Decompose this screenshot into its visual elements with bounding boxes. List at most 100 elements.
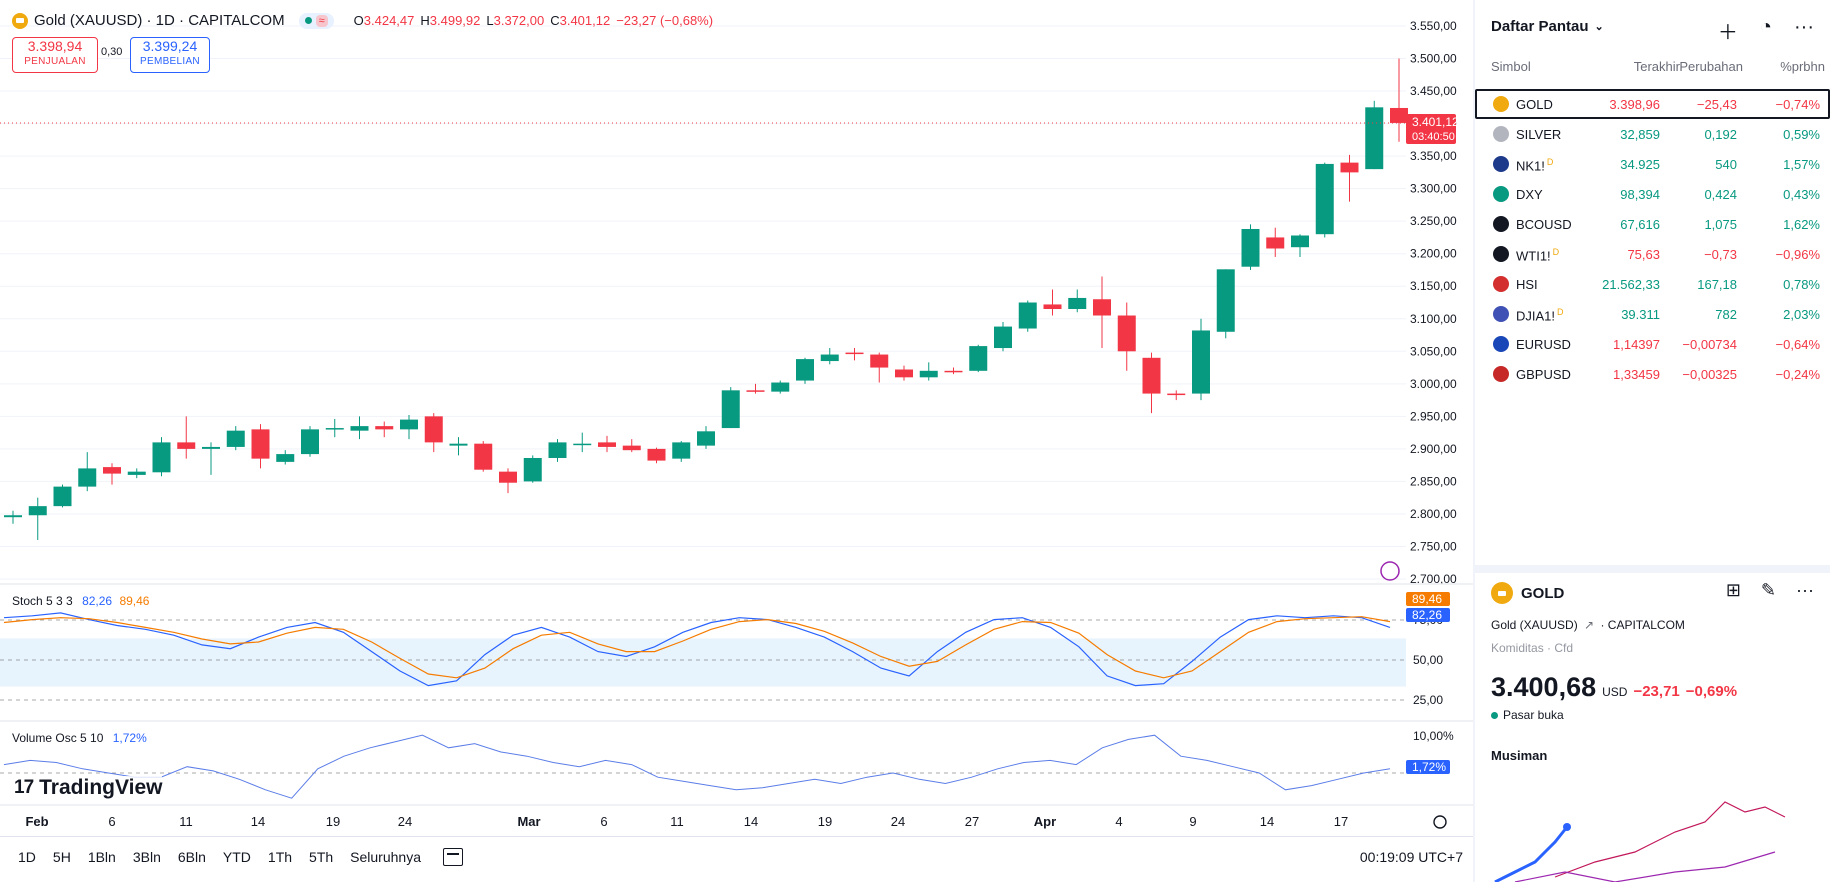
- watchlist-change-pct: 0,78%: [1783, 277, 1820, 292]
- symbol-title[interactable]: Gold (XAUUSD) · 1D · CAPITALCOM: [34, 12, 285, 29]
- detail-name[interactable]: Gold (XAUUSD): [1491, 618, 1578, 632]
- price-tick-label: 3.200,00: [1410, 247, 1457, 261]
- candle-body: [325, 428, 344, 430]
- sell-price: 3.398,94: [27, 38, 83, 54]
- tradingview-mark-icon: 17: [14, 777, 34, 798]
- range-button-5h[interactable]: 5H: [52, 849, 71, 865]
- seasonal-line-prev: [1554, 801, 1786, 878]
- candle-body: [895, 369, 913, 378]
- ohlc-readout: O3.424,47 H3.499,92 L3.372,00 C3.401,12 −23,…: [354, 13, 719, 28]
- time-tick-label: 19: [326, 814, 340, 829]
- watchlist-row-bcousd[interactable]: BCOUSD 67,616 1,075 1,62%: [1475, 209, 1830, 239]
- more-icon[interactable]: ···: [1796, 580, 1814, 600]
- seasonal-chart[interactable]: [1475, 782, 1830, 882]
- watchlist-row-dxy[interactable]: DXY 98,394 0,424 0,43%: [1475, 179, 1830, 209]
- watchlist-change: 0,192: [1704, 127, 1737, 142]
- candle-body: [449, 443, 468, 446]
- watchlist-change-pct: 1,62%: [1783, 217, 1820, 232]
- range-button-1d[interactable]: 1D: [18, 849, 36, 865]
- range-button-ytd[interactable]: YTD: [222, 849, 251, 865]
- market-open-dot-icon: [1491, 711, 1498, 719]
- watchlist-row-djia1[interactable]: DJIA1! D 39.311 782 2,03%: [1475, 299, 1830, 329]
- candle-body: [1093, 299, 1111, 316]
- time-tick-label: 6: [108, 814, 115, 829]
- watchlist-row-wti1[interactable]: WTI1! D 75,63 −0,73 −0,96%: [1475, 239, 1830, 269]
- panel-divider[interactable]: [1475, 565, 1830, 573]
- watchlist-last: 1,33459: [1613, 367, 1660, 382]
- candle-body: [573, 443, 592, 446]
- watchlist-column-terakhir[interactable]: Terakhir: [1633, 59, 1680, 74]
- price-tick-label: 3.550,00: [1410, 19, 1457, 33]
- volume-osc-legend[interactable]: Volume Osc 5 10 1,72%: [12, 731, 147, 745]
- axis-settings-icon: [1433, 815, 1447, 829]
- market-status-pill[interactable]: ≈: [298, 12, 334, 29]
- price-tick-label: 2.950,00: [1410, 409, 1457, 423]
- watchlist-column-perubahan[interactable]: Perubahan: [1679, 59, 1743, 74]
- detail-symbol[interactable]: GOLD: [1521, 584, 1565, 602]
- symbol-logo-icon: [1493, 126, 1509, 142]
- watchlist-last: 67,616: [1620, 217, 1660, 232]
- delayed-badge: D: [1552, 247, 1560, 257]
- candle-body: [647, 448, 666, 461]
- stoch-legend[interactable]: Stoch 5 3 3 82,26 89,46: [12, 594, 149, 608]
- range-button-3bln[interactable]: 3Bln: [132, 849, 161, 865]
- sell-button[interactable]: 3.398,94 PENJUALAN: [12, 37, 98, 73]
- time-tick-label: 11: [179, 814, 193, 829]
- seasonal-current-point: [1563, 823, 1571, 831]
- watchlist-rows: GOLD 3.398,96 −25,43 −0,74% SILVER 32,859 0,19…: [1475, 89, 1830, 389]
- candle-body: [1241, 228, 1260, 267]
- range-button-6bln[interactable]: 6Bln: [177, 849, 206, 865]
- ohlc-value: 3.372,00: [493, 13, 545, 28]
- grid-icon[interactable]: ⊞: [1725, 580, 1741, 600]
- range-button-1bln[interactable]: 1Bln: [87, 849, 116, 865]
- price-tick-label: 2.900,00: [1410, 442, 1457, 456]
- watchlist-column-simbol[interactable]: Simbol: [1491, 59, 1531, 74]
- chart-pane[interactable]: 3.550,003.500,003.450,003.400,003.350,00…: [0, 0, 1473, 882]
- seasonal-title[interactable]: Musiman: [1491, 748, 1548, 763]
- candle-body: [350, 426, 369, 431]
- external-link-icon[interactable]: ↗: [1584, 618, 1595, 632]
- range-button-1th[interactable]: 1Th: [267, 849, 293, 865]
- buy-button[interactable]: 3.399,24 PEMBELIAN: [130, 37, 210, 73]
- detail-status-text: Pasar buka: [1503, 708, 1564, 722]
- watchlist-row-eurusd[interactable]: EURUSD 1,14397 −0,00734 −0,64%: [1475, 329, 1830, 359]
- buy-price: 3.399,24: [142, 38, 198, 54]
- candle-body: [994, 326, 1012, 349]
- watchlist-row-nk1[interactable]: NK1! D 34.925 540 1,57%: [1475, 149, 1830, 179]
- watchlist-title[interactable]: Daftar Pantau ⌄: [1491, 18, 1604, 35]
- watchlist-change: −0,73: [1704, 247, 1737, 262]
- right-panel: Daftar Pantau ⌄ ＋ ◔ ··· Simbol Terakhir Pe…: [1475, 0, 1830, 882]
- candle-body: [697, 431, 715, 446]
- watchlist-column-prbhn[interactable]: %prbhn: [1780, 59, 1825, 74]
- time-tick-label: 24: [398, 814, 412, 829]
- time-tick-label: 24: [891, 814, 905, 829]
- last-price-badge: [1406, 113, 1456, 144]
- candle-body: [474, 443, 493, 470]
- price-tick-label: 2.800,00: [1410, 507, 1457, 521]
- symbol-logo-icon: [1493, 276, 1509, 292]
- watchlist-last: 34.925: [1620, 157, 1660, 172]
- more-icon[interactable]: ···: [1794, 16, 1814, 38]
- edit-icon[interactable]: ✎: [1760, 580, 1777, 600]
- detail-name-row: Gold (XAUUSD) ↗ · CAPITALCOM: [1491, 618, 1685, 632]
- stoch-level-label: 25,00: [1413, 693, 1443, 707]
- time-tick-label: Mar: [517, 814, 540, 829]
- range-button-seluruhnya[interactable]: Seluruhnya: [350, 849, 421, 865]
- clock-readout[interactable]: 00:19:09 UTC+7: [1359, 849, 1463, 865]
- candle-body: [202, 446, 220, 449]
- calendar-icon[interactable]: [442, 848, 463, 866]
- range-button-5th[interactable]: 5Th: [309, 849, 334, 865]
- watchlist-symbol: GOLD: [1516, 97, 1553, 112]
- watchlist-row-hsi[interactable]: HSI 21.562,33 167,18 0,78%: [1475, 269, 1830, 299]
- price-chart[interactable]: 3.550,003.500,003.450,003.400,003.350,00…: [0, 0, 1473, 836]
- watchlist-last: 75,63: [1627, 247, 1660, 262]
- volume-osc-badge-value: 1,72%: [1412, 760, 1446, 774]
- watchlist-title-text: Daftar Pantau: [1491, 18, 1589, 35]
- add-symbol-icon[interactable]: ＋: [1717, 22, 1738, 44]
- watchlist-row-gold[interactable]: GOLD 3.398,96 −25,43 −0,74%: [1475, 89, 1830, 119]
- pie-chart-icon[interactable]: ◔: [1759, 16, 1773, 38]
- watchlist-row-gbpusd[interactable]: GBPUSD 1,33459 −0,00325 −0,24%: [1475, 359, 1830, 389]
- detail-exchange: CAPITALCOM: [1607, 618, 1685, 632]
- watchlist-row-silver[interactable]: SILVER 32,859 0,192 0,59%: [1475, 119, 1830, 149]
- candle-body: [523, 457, 542, 482]
